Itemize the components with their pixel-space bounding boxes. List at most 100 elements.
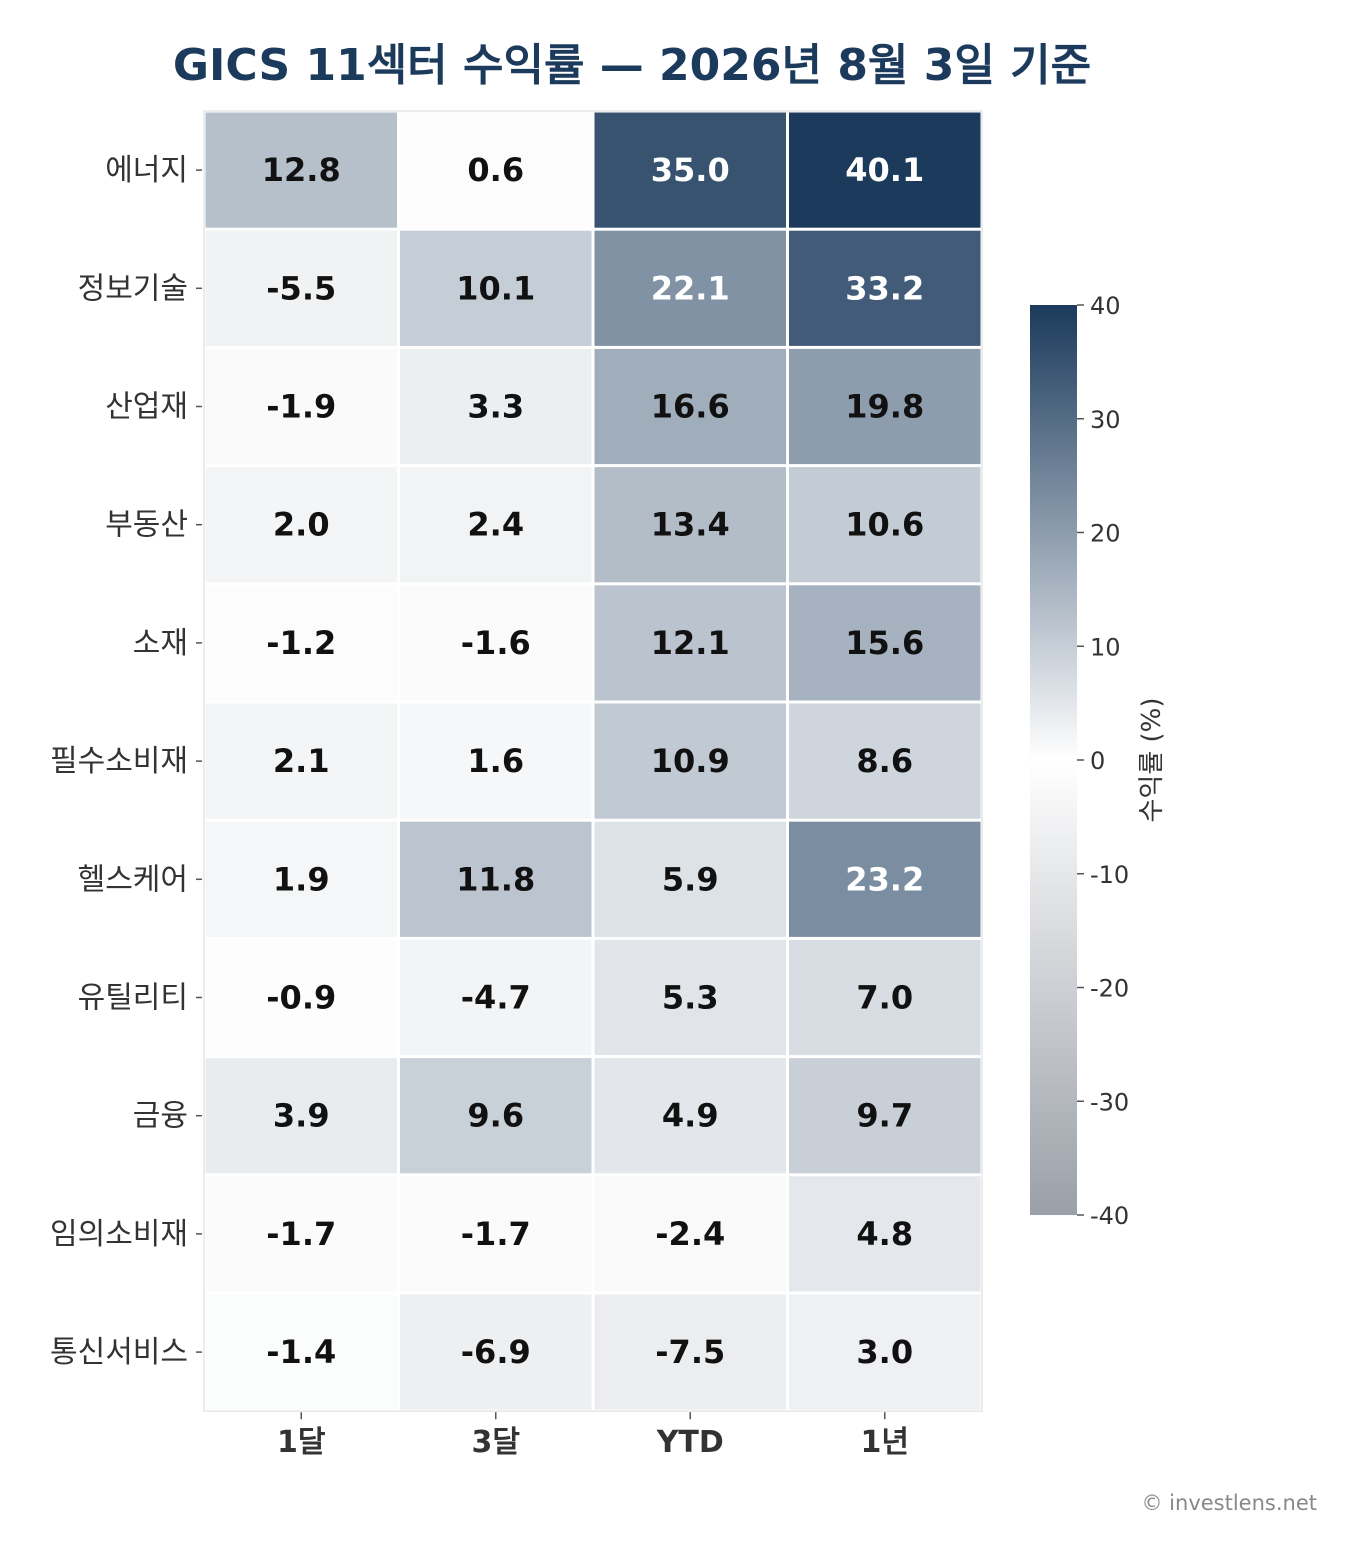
heatmap-cell	[400, 1294, 592, 1410]
cell-value-label: 9.7	[856, 1097, 913, 1135]
cell-value-label: 10.6	[845, 506, 924, 544]
row-label: 에너지	[105, 153, 188, 188]
heatmap-cell	[205, 821, 397, 937]
colorbar-tick-label: 20	[1090, 520, 1121, 548]
heatmap-cell	[400, 230, 592, 346]
heatmap-cell	[789, 230, 981, 346]
cell-value-label: 8.6	[856, 742, 913, 780]
heatmap-cell	[789, 703, 981, 819]
heatmap-cell	[789, 821, 981, 937]
cell-value-label: 4.9	[662, 1097, 719, 1135]
chart-title: GICS 11섹터 수익률 — 2026년 8월 3일 기준	[173, 40, 1091, 91]
heatmap-cell	[594, 1176, 786, 1292]
row-label: 정보기술	[78, 271, 188, 306]
cell-value-label: -7.5	[655, 1333, 725, 1371]
cell-value-label: 5.9	[662, 860, 719, 898]
cell-value-label: -0.9	[266, 979, 336, 1017]
row-label: 헬스케어	[78, 862, 188, 897]
colorbar-tick-label: 30	[1090, 406, 1121, 434]
colorbar-tick-label: 40	[1090, 292, 1121, 320]
cell-value-label: 1.9	[273, 860, 330, 898]
cell-value-label: 3.3	[467, 388, 524, 426]
cell-value-label: 9.6	[467, 1097, 524, 1135]
cell-value-label: -1.6	[461, 624, 531, 662]
row-label: 금융	[133, 1099, 188, 1134]
cell-value-label: -1.4	[266, 1333, 336, 1371]
heatmap-cell	[205, 112, 397, 228]
cell-value-label: -1.7	[266, 1215, 336, 1253]
heatmap-cell	[594, 703, 786, 819]
cell-value-label: 33.2	[845, 269, 924, 307]
heatmap-cell	[789, 939, 981, 1056]
colorbar-gradient	[1030, 305, 1077, 1215]
heatmap-cell	[594, 1058, 786, 1174]
heatmap-border	[203, 110, 983, 1412]
column-label: 1년	[861, 1425, 909, 1460]
colorbar-tick-label: 0	[1090, 747, 1105, 775]
row-label: 소재	[133, 626, 188, 661]
cell-value-label: -5.5	[266, 269, 336, 307]
row-label: 통신서비스	[50, 1335, 188, 1370]
heatmap-cell	[789, 348, 981, 465]
row-label: 임의소비재	[50, 1217, 188, 1252]
heatmap-cell	[789, 1058, 981, 1174]
row-label: 산업재	[105, 390, 188, 425]
colorbar-ticks: 40 30 20 10 0 -10 -20 -30 -40	[1077, 292, 1129, 1230]
cell-value-label: 16.6	[651, 388, 730, 426]
colorbar-tick-label: -30	[1090, 1088, 1129, 1116]
cell-value-label: 12.8	[262, 151, 341, 189]
heatmap-cell	[400, 1176, 592, 1292]
heatmap-cell	[205, 230, 397, 346]
column-label: 1달	[277, 1425, 326, 1460]
heatmap-cell	[205, 939, 397, 1056]
cell-value-label: 40.1	[845, 151, 924, 189]
heatmap-cell	[594, 112, 786, 228]
heatmap-cell	[594, 1294, 786, 1410]
colorbar-tick-label: -10	[1090, 861, 1129, 889]
heatmap-cells: 12.8 0.6 35.0 40.1 -5.5 10.1 22.1 33.2 -1.9 3.3 16…	[203, 110, 983, 1412]
cell-value-label: 7.0	[856, 979, 913, 1017]
heatmap-cell	[205, 1058, 397, 1174]
cell-value-label: 3.0	[856, 1333, 913, 1371]
cell-value-label: 5.3	[662, 979, 719, 1017]
colorbar-title: 수익률 (%)	[1137, 697, 1167, 822]
heatmap-cell	[594, 939, 786, 1056]
heatmap-cell	[400, 112, 592, 228]
cell-value-label: -1.9	[266, 388, 336, 426]
heatmap-cell	[789, 1294, 981, 1410]
cell-value-label: 3.9	[273, 1097, 330, 1135]
cell-value-label: -1.7	[461, 1215, 531, 1253]
row-label: 유틸리티	[78, 981, 188, 1016]
heatmap-cell	[205, 1294, 397, 1410]
heatmap-cell	[400, 703, 592, 819]
colorbar-tick-label: 10	[1090, 633, 1121, 661]
cell-value-label: 12.1	[651, 624, 730, 662]
cell-value-label: 22.1	[651, 269, 730, 307]
heatmap-cell	[400, 348, 592, 465]
column-label: YTD	[656, 1425, 724, 1460]
column-label: 3달	[472, 1425, 521, 1460]
cell-value-label: 10.1	[456, 269, 535, 307]
cell-value-label: -2.4	[655, 1215, 725, 1253]
cell-value-label: 11.8	[456, 860, 535, 898]
heatmap-cell	[594, 585, 786, 701]
source-credit: © investlens.net	[1142, 1491, 1318, 1515]
cell-value-label: 15.6	[845, 624, 924, 662]
heatmap-cell	[205, 585, 397, 701]
cell-value-label: 13.4	[651, 506, 730, 544]
heatmap-cell	[789, 585, 981, 701]
cell-value-label: -1.2	[266, 624, 336, 662]
heatmap-cell	[789, 467, 981, 583]
heatmap-cell	[789, 112, 981, 228]
cell-value-label: 2.1	[273, 742, 330, 780]
heatmap-cell	[594, 821, 786, 937]
cell-value-label: -4.7	[461, 979, 531, 1017]
row-label: 필수소비재	[50, 744, 188, 779]
heatmap-cell	[205, 467, 397, 583]
heatmap-cell	[400, 585, 592, 701]
cell-value-label: 19.8	[845, 388, 924, 426]
heatmap-cell	[205, 1176, 397, 1292]
cell-value-label: 2.4	[467, 506, 524, 544]
